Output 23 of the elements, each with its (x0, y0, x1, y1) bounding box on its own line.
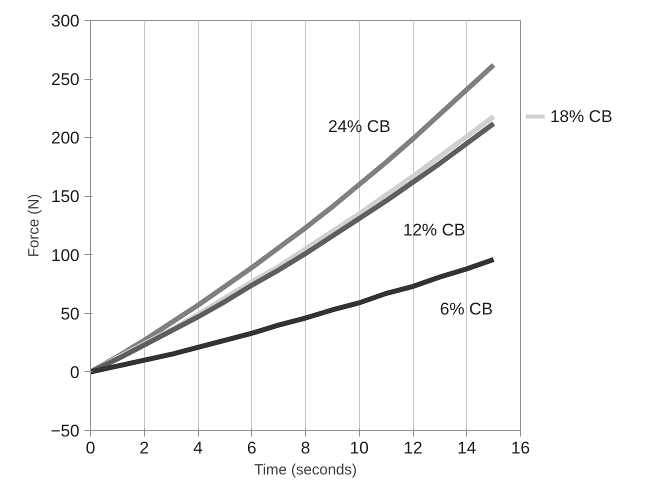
y-tick-label: 150 (51, 187, 80, 206)
x-tick-label: 14 (457, 438, 476, 458)
y-tick-label: 50 (60, 304, 80, 324)
legend-label: 18% CB (550, 107, 612, 126)
series-label: 6% CB (440, 300, 493, 319)
y-tick-label: 200 (51, 128, 80, 148)
y-tick-label: −50 (50, 422, 80, 440)
y-tick-label: 300 (51, 12, 80, 30)
x-tick-label: 6 (247, 438, 256, 458)
x-tick-label: 2 (140, 438, 149, 458)
y-tick-label: 0 (70, 362, 80, 382)
x-axis-title: Time (seconds) (254, 462, 357, 478)
x-tick-label: 0 (86, 438, 96, 458)
x-tick-label: 8 (300, 438, 310, 458)
x-tick-label: 12 (404, 438, 422, 458)
series-label: 12% CB (403, 220, 466, 240)
y-tick-label: 100 (51, 246, 80, 265)
x-tick-label: 16 (511, 438, 530, 458)
series-label: 24% CB (328, 117, 390, 136)
x-tick-label: 10 (350, 438, 369, 458)
y-tick-label: 250 (51, 70, 80, 90)
x-tick-label: 4 (193, 438, 203, 458)
y-axis-title: Force (N) (26, 194, 43, 258)
